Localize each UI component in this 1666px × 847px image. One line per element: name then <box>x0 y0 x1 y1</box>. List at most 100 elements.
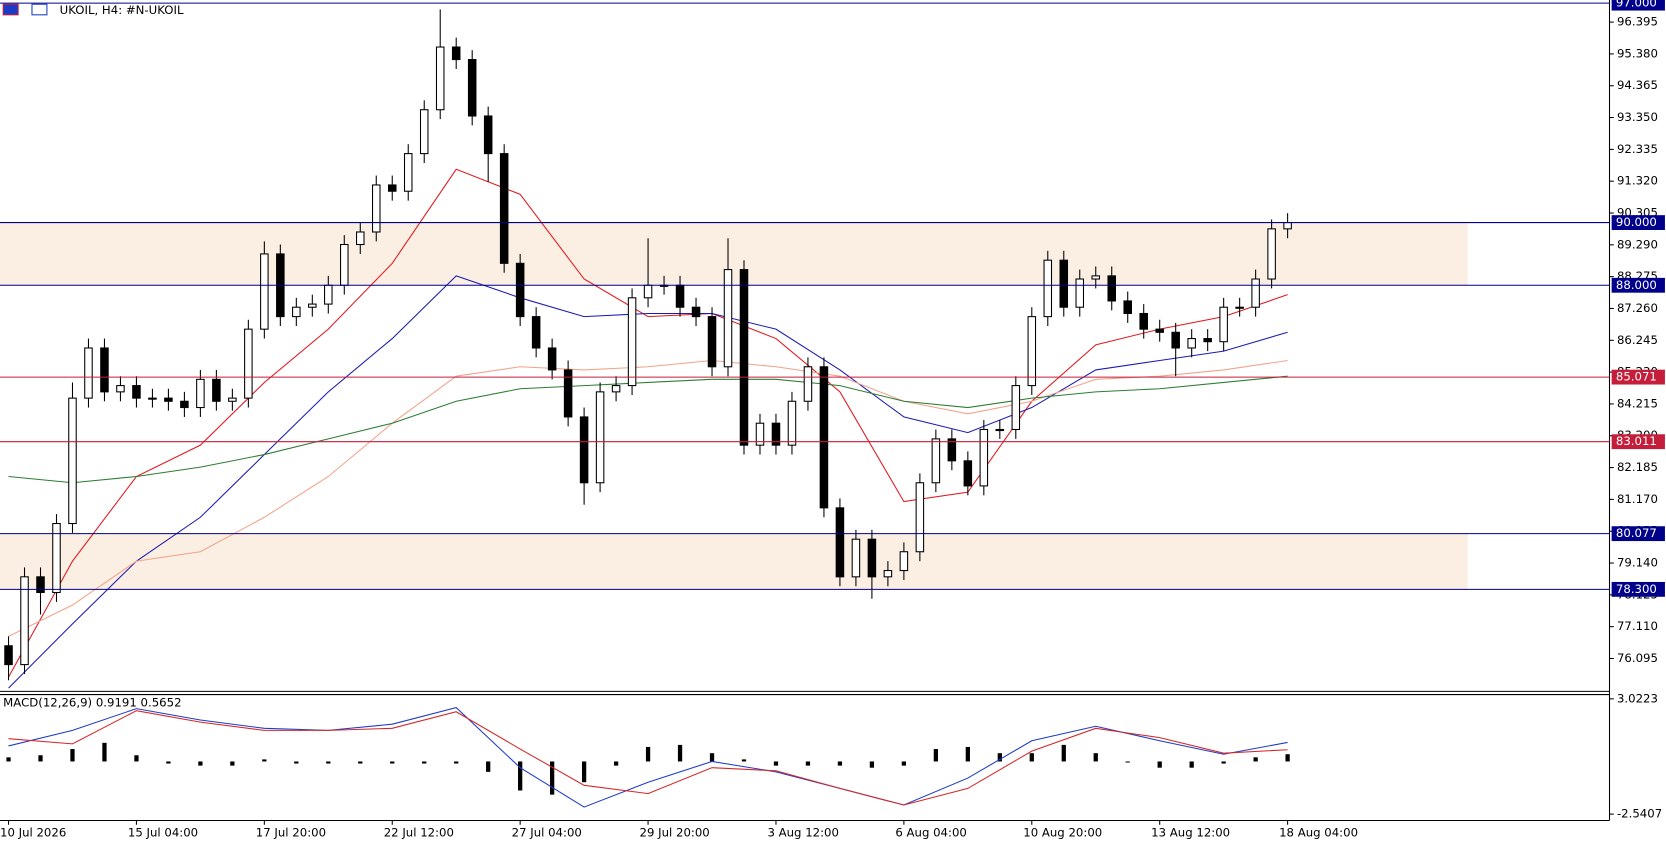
candle-body <box>84 347 93 399</box>
x-tick-label: 10 Jul 2026 <box>0 826 66 840</box>
candle-body <box>467 59 477 117</box>
y-tick-label: 95.380 <box>1617 46 1658 60</box>
candle-body <box>324 284 333 305</box>
candle-body <box>803 366 813 402</box>
candle-body <box>1011 385 1021 431</box>
candle-body <box>340 243 349 286</box>
macd-histogram-bar <box>965 746 970 762</box>
moving-average <box>8 375 1288 484</box>
moving-average <box>8 275 1288 689</box>
macd-histogram-bar <box>741 759 747 762</box>
macd-histogram-bar <box>358 761 363 764</box>
candle-body <box>739 269 749 446</box>
candle-body <box>627 297 637 387</box>
moving-average <box>8 359 1288 637</box>
macd-histogram-bar <box>581 761 587 783</box>
period-icon <box>31 3 48 16</box>
candle-body <box>196 378 205 409</box>
y-tick-label: 96.395 <box>1617 15 1658 29</box>
candle-body <box>68 397 77 525</box>
macd-histogram-bar <box>869 761 875 768</box>
candle-body <box>52 522 61 594</box>
y-tick-label: 89.290 <box>1617 237 1658 251</box>
level-label: 97.000 <box>1616 0 1657 10</box>
candle-body <box>787 400 797 446</box>
candle-body <box>595 391 605 484</box>
chart-title: UKOIL, H4: #N-UKOIL <box>60 3 184 17</box>
candle-body <box>116 385 125 393</box>
candle-body <box>1075 278 1085 308</box>
macd-histogram-bar <box>6 757 11 762</box>
zone <box>0 533 1468 590</box>
level-label: 78.300 <box>1616 582 1657 596</box>
candle-body <box>1107 275 1116 302</box>
candle-body <box>1139 312 1148 330</box>
x-tick-label: 22 Jul 12:00 <box>384 826 454 840</box>
level-label-box <box>1611 526 1665 542</box>
macd-histogram-bar <box>486 761 491 772</box>
level-label-box <box>1611 581 1665 597</box>
level-label: 88.000 <box>1616 278 1657 292</box>
macd-histogram-bar <box>454 761 459 764</box>
macd-histogram-bar <box>1157 761 1162 768</box>
candle-body <box>691 306 701 318</box>
y-tick-label: 79.140 <box>1617 556 1658 570</box>
macd-histogram-bar <box>837 761 843 766</box>
candle-body <box>1235 306 1244 309</box>
candle-body <box>675 284 685 308</box>
level-label-box <box>1611 369 1665 385</box>
candle-body <box>244 328 253 399</box>
x-tick-label: 29 Jul 20:00 <box>640 826 710 840</box>
candle-body <box>1123 300 1132 315</box>
candle-body <box>1091 275 1101 280</box>
level-label: 83.011 <box>1616 434 1657 448</box>
candle-body <box>1283 222 1292 230</box>
candle-body <box>100 347 109 393</box>
candle-body <box>435 46 445 111</box>
macd-histogram-bar <box>677 744 683 762</box>
level-label-box <box>1611 277 1665 293</box>
x-tick-label: 15 Jul 04:00 <box>128 826 198 840</box>
candle-body <box>419 109 429 155</box>
level-label: 90.000 <box>1616 215 1657 229</box>
y-tick-label: 87.260 <box>1617 301 1658 315</box>
level-label-box <box>1611 215 1665 230</box>
macd-histogram-bar <box>1253 757 1258 762</box>
macd-histogram-bar <box>997 753 1002 762</box>
y-tick-label: 3.0223 <box>1617 691 1658 705</box>
macd-histogram-bar <box>1093 753 1098 762</box>
candle-body <box>531 316 541 349</box>
macd-histogram-bar <box>70 749 75 762</box>
macd-histogram-bar <box>805 761 811 766</box>
candle-body <box>499 153 509 264</box>
candle-body <box>308 303 317 308</box>
macd-histogram-bar <box>773 761 779 766</box>
candle-body <box>899 551 909 572</box>
candle-body <box>1251 278 1260 308</box>
candle-body <box>947 438 957 462</box>
y-tick-label: 77.110 <box>1617 619 1658 633</box>
candle-body <box>995 428 1005 432</box>
symbol-icon <box>2 3 19 16</box>
candle-body <box>563 369 573 418</box>
macd-histogram-bar <box>613 761 619 766</box>
x-tick-label: 10 Aug 20:00 <box>1023 826 1102 840</box>
macd-histogram-bar <box>230 761 235 766</box>
candle-body <box>1203 338 1212 343</box>
candle-body <box>36 576 45 594</box>
y-tick-label: 94.365 <box>1617 78 1658 92</box>
candle-body <box>643 284 653 299</box>
candle-body <box>755 422 765 446</box>
candle-body <box>260 253 269 330</box>
candle-body <box>915 482 925 553</box>
macd-histogram-bar <box>1061 744 1066 762</box>
macd-histogram-bar <box>422 761 427 764</box>
y-tick-label: 93.350 <box>1617 110 1658 124</box>
candle-body <box>1043 259 1053 318</box>
candle-body <box>931 438 941 484</box>
level-label-box <box>1611 434 1665 450</box>
macd-histogram-bar <box>166 761 171 764</box>
candle-body <box>579 416 589 484</box>
candle-body <box>228 397 237 402</box>
